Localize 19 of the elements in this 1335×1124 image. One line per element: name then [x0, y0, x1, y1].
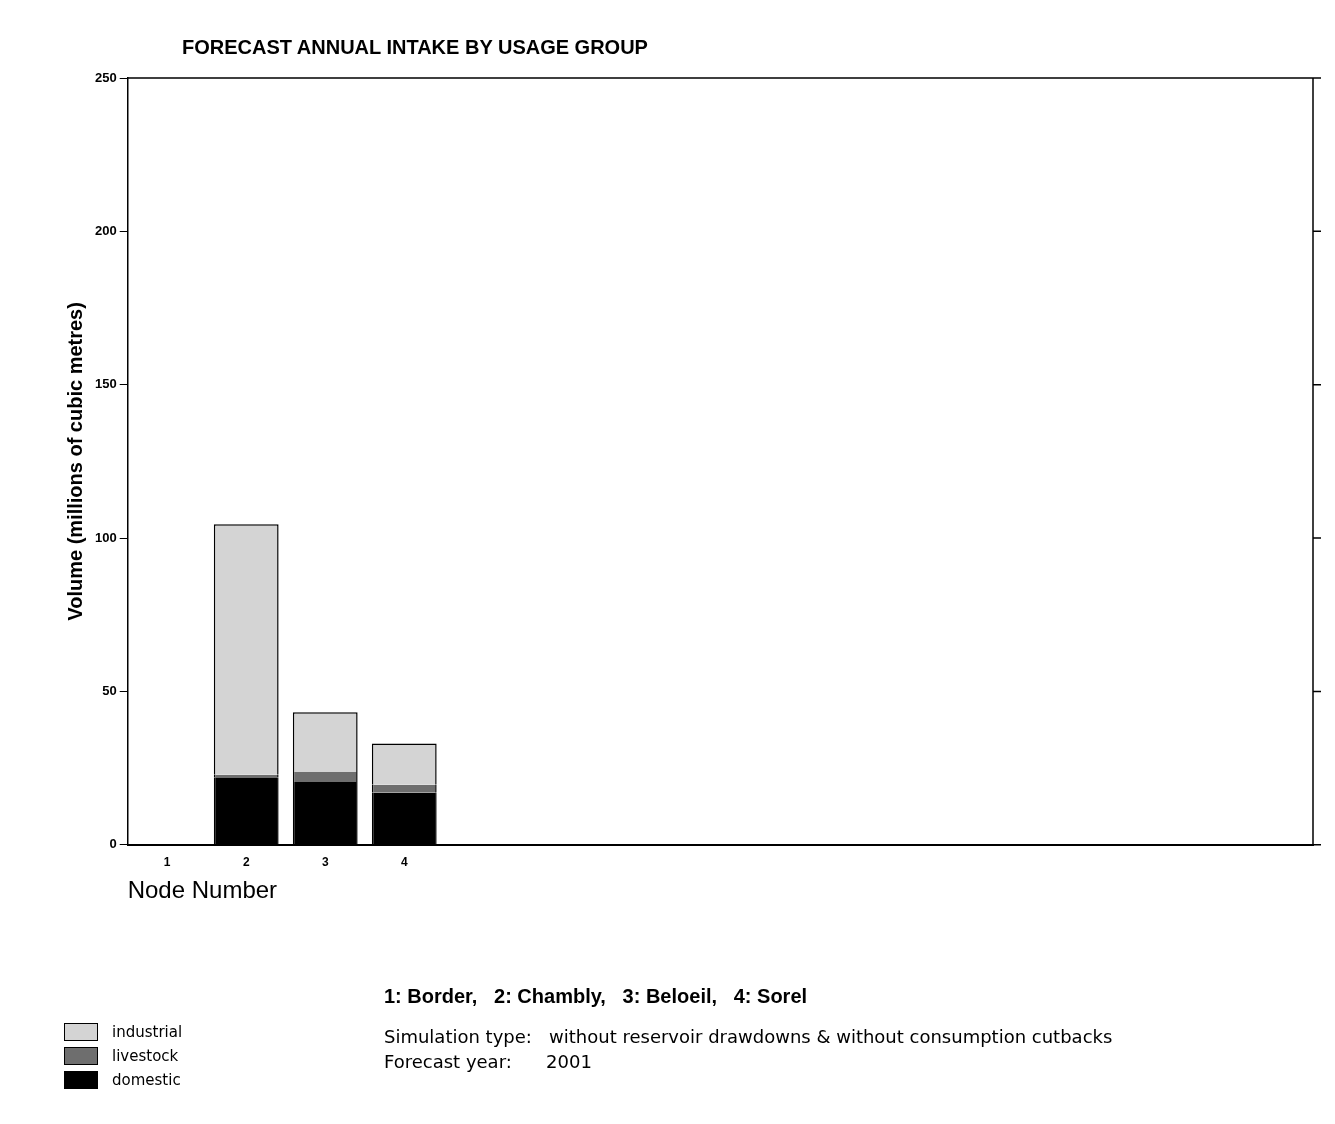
- x-axis-title: Node Number: [127, 876, 278, 904]
- legend-label: domestic: [112, 1071, 181, 1089]
- x-tick-label: 3: [321, 855, 329, 870]
- y-tick-label: 250: [94, 69, 117, 85]
- y-tick-label: 100: [94, 529, 117, 545]
- y-tick-label: 150: [94, 376, 117, 392]
- chart-title: FORECAST ANNUAL INTAKE BY USAGE GROUP: [182, 36, 648, 59]
- text: 1: Border, 2: Chambly, 3: Beloeil, 4: Sorel: [384, 985, 809, 1008]
- text: Forecast year: 2001: [384, 1051, 593, 1072]
- y-tick-label: 0: [109, 836, 117, 852]
- y-tick-label: 50: [102, 683, 117, 699]
- legend-label: livestock: [112, 1047, 179, 1065]
- y-axis-title: Volume (millions of cubic metres): [63, 302, 86, 621]
- x-tick-label: 1: [163, 855, 171, 870]
- legend-label: industrial: [112, 1023, 183, 1041]
- x-tick-label: 4: [400, 855, 408, 870]
- y-tick-label: 200: [94, 222, 117, 238]
- text: Simulation type: without reservoir drawdowns & without consumption cutbacks: [384, 1026, 1113, 1047]
- x-tick-label: 2: [242, 855, 250, 870]
